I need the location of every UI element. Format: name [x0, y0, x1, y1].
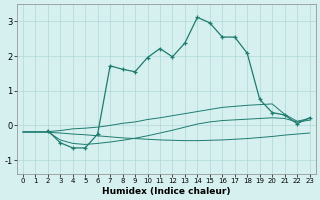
X-axis label: Humidex (Indice chaleur): Humidex (Indice chaleur)	[102, 187, 230, 196]
